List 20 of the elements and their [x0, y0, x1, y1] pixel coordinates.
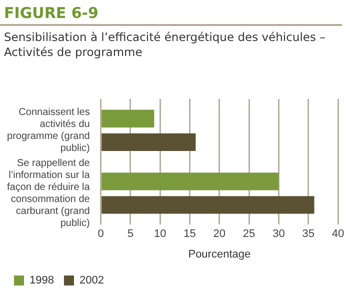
chart-title: FIGURE 6-9 [0, 0, 342, 26]
x-tick-label: 40 [332, 228, 344, 240]
y-tick-label: Connaissent les activités du programme (grand public) [7, 107, 90, 154]
x-axis-title: Pourcentage [188, 248, 251, 260]
legend-label: 2002 [79, 274, 104, 287]
chart-subtitle: Sensibilisation à l’efficacité énergétique des véhicules – Activités de programme [3, 29, 326, 60]
x-tick-label: 15 [184, 228, 196, 240]
x-tick-label: 35 [302, 228, 314, 240]
bar [102, 110, 154, 128]
x-tick-label: 25 [242, 228, 256, 240]
x-tick-label: 30 [272, 228, 285, 240]
bar [102, 196, 314, 214]
x-tick-label: 0 [98, 228, 104, 240]
bar [102, 172, 279, 190]
bar [102, 133, 196, 152]
x-tick-label: 10 [154, 228, 166, 240]
x-tick-label: 5 [127, 228, 134, 240]
legend-label: 1998 [30, 274, 54, 287]
x-tick-label: 20 [213, 228, 226, 240]
y-tick-label: Se rappellent de l’information sur la façon de réduire la consommation de carburant (grand public) [6, 158, 90, 229]
